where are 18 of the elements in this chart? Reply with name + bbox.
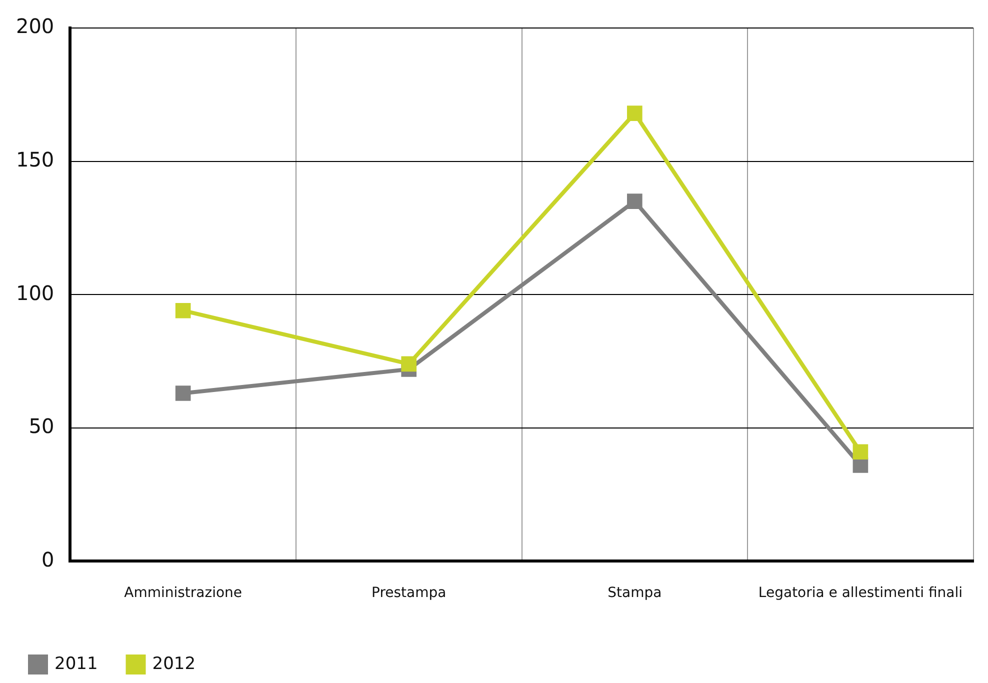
point (175, 302, 191, 318)
point (401, 356, 417, 372)
point (852, 458, 868, 473)
x-tick-label: Stampa (608, 585, 662, 602)
point (175, 386, 191, 401)
y-tick-label: 100 (16, 280, 54, 305)
point (627, 194, 642, 209)
y-tick-label: 50 (28, 414, 54, 438)
point (627, 106, 642, 121)
y-tick-label: 150 (16, 148, 54, 172)
legend-label: 2011 (54, 654, 98, 674)
x-tick-label: Amministrazione (124, 585, 242, 602)
x-tick-label: Prestampa (372, 585, 446, 602)
x-tick-label: Legatoria e allestimenti finali (758, 585, 962, 602)
y-tick-label: 0 (41, 547, 54, 572)
y-tick-label: 200 (16, 14, 54, 38)
point (852, 444, 868, 460)
legend-label: 2012 (152, 654, 196, 674)
